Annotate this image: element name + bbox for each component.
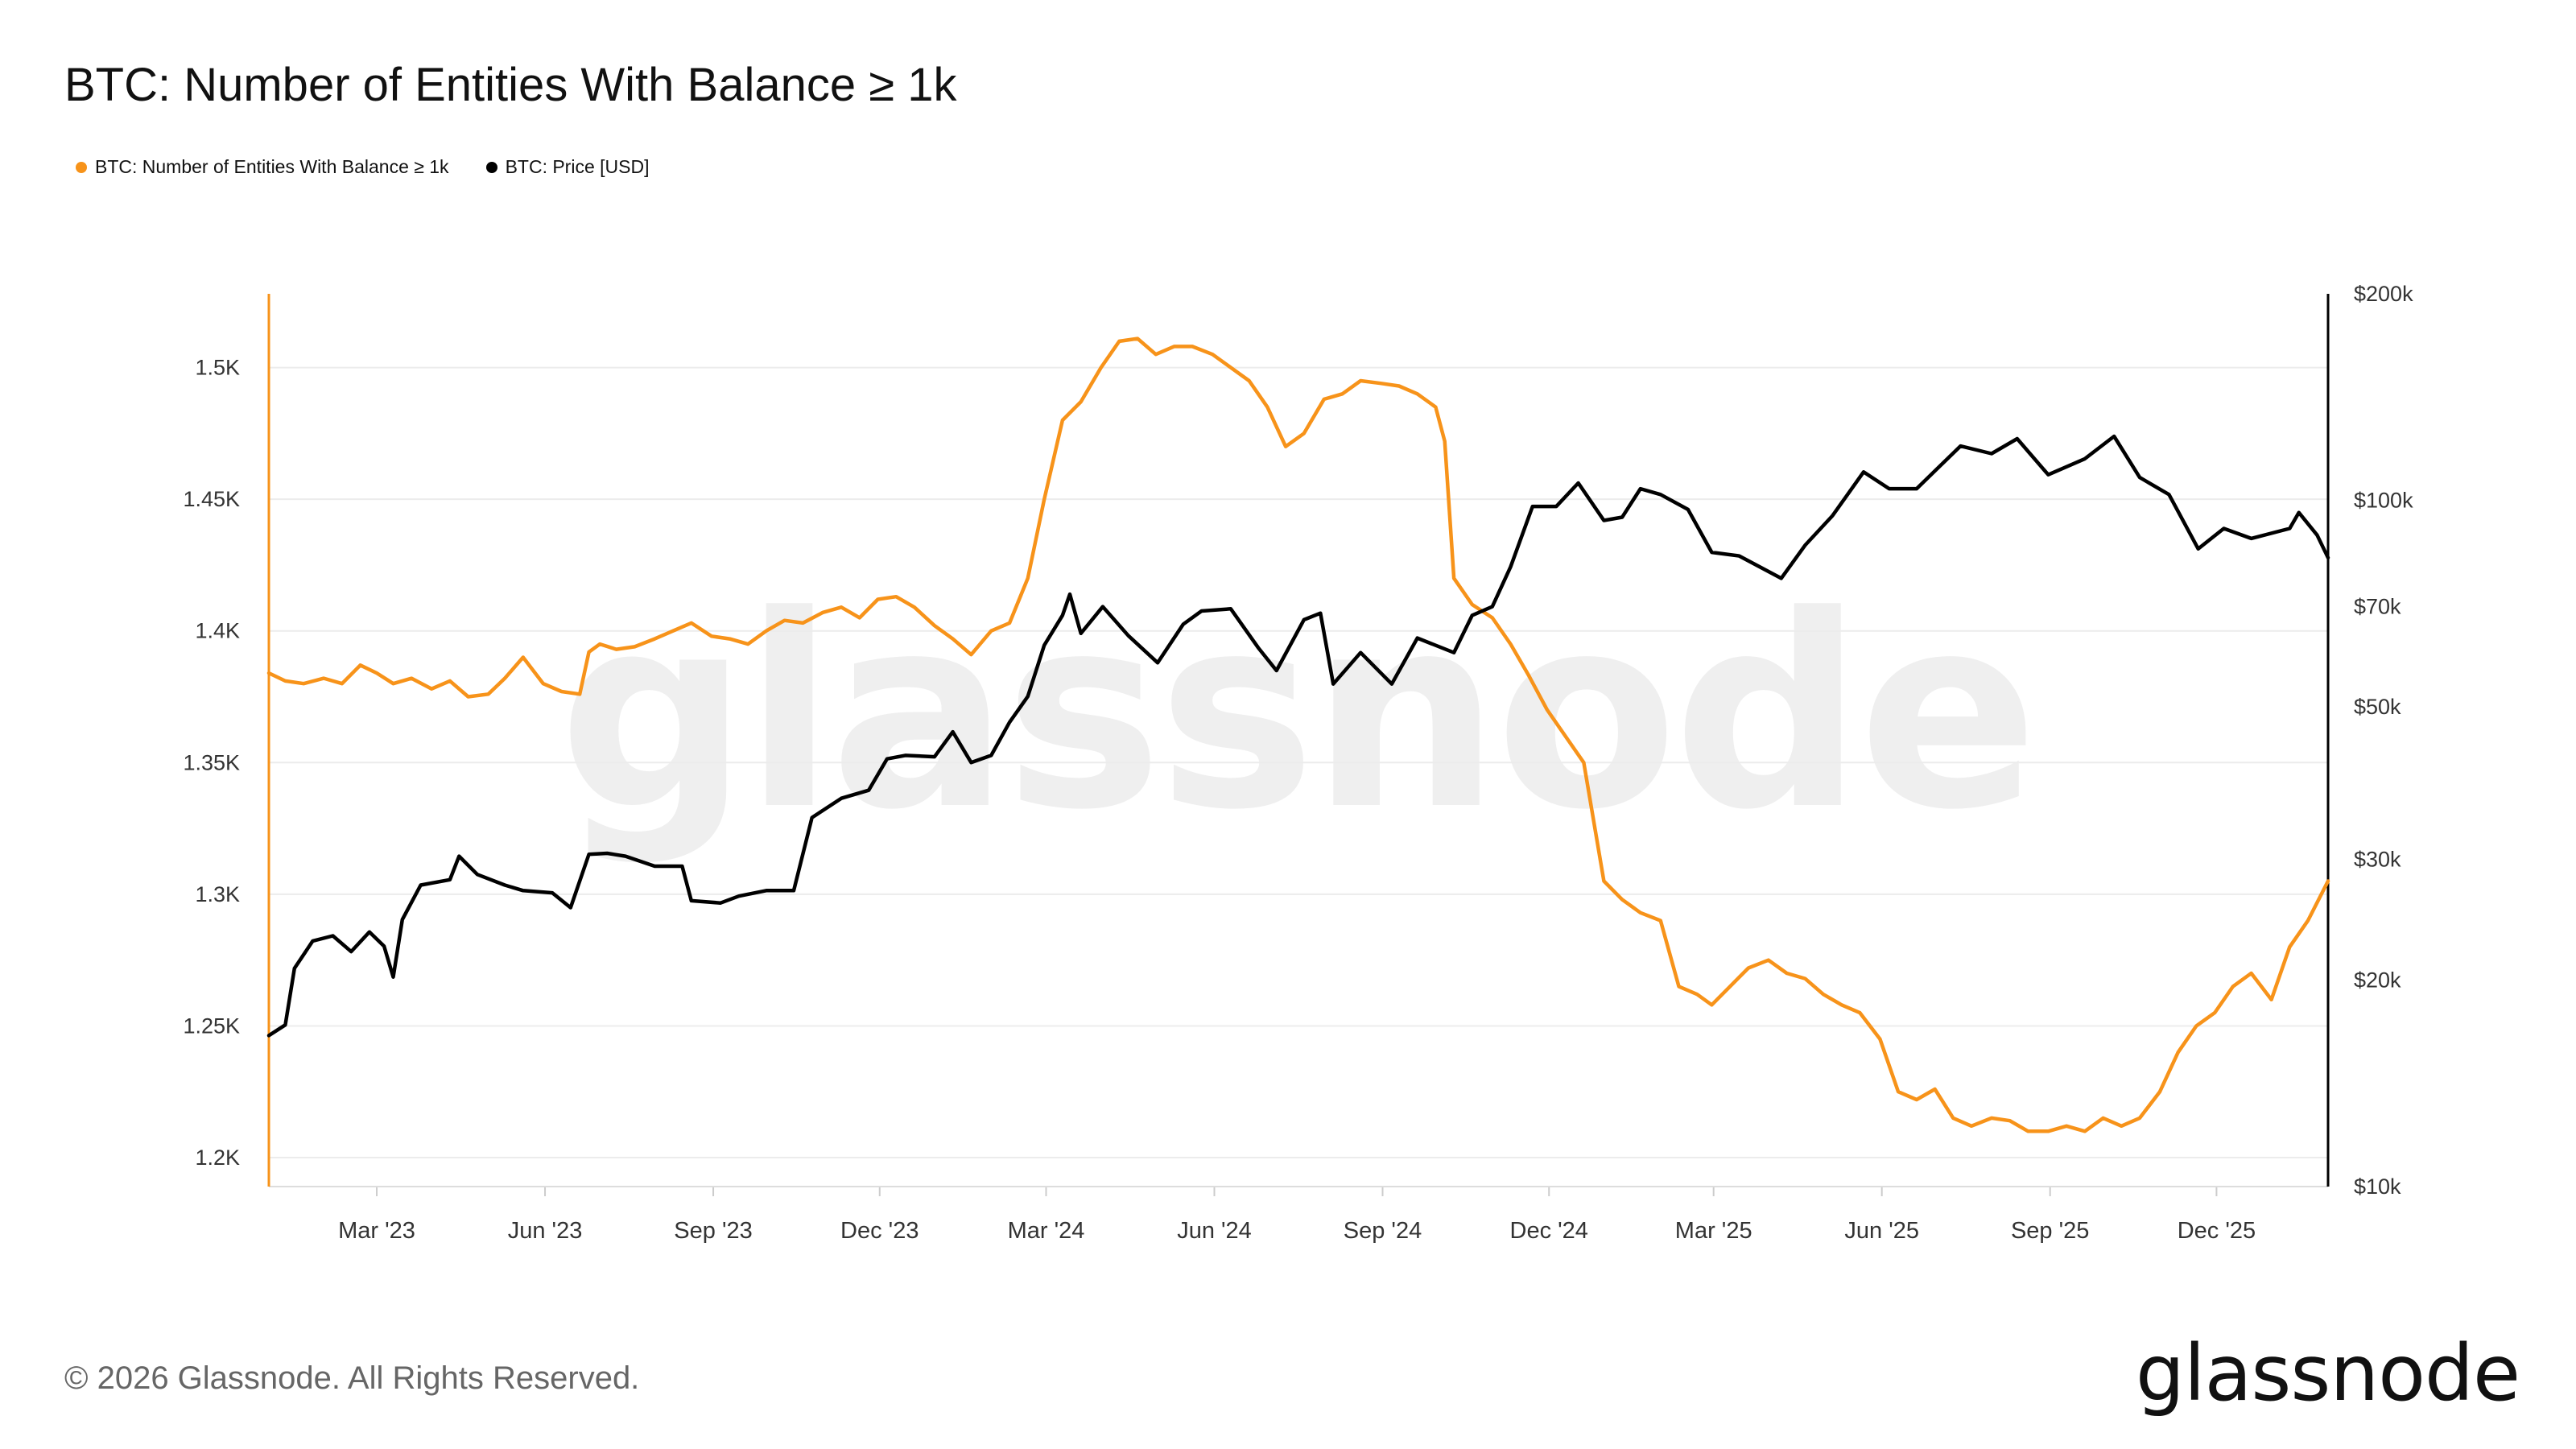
legend-item-price[interactable]: BTC: Price [USD] — [485, 156, 650, 178]
legend: BTC: Number of Entities With Balance ≥ 1… — [76, 156, 686, 178]
axes — [267, 294, 2330, 1196]
right-tick-label: $10k — [2354, 1174, 2401, 1199]
x-tick-label: Sep '25 — [2011, 1218, 2089, 1244]
x-tick-label: Mar '23 — [338, 1218, 415, 1244]
x-tick-label: Dec '25 — [2178, 1218, 2256, 1244]
legend-dot-price — [485, 161, 497, 173]
x-tick-label: Dec '23 — [840, 1218, 919, 1244]
right-tick-label: $30k — [2354, 847, 2401, 871]
entities-line — [266, 336, 2330, 1133]
x-tick-label: Jun '23 — [508, 1218, 583, 1244]
right-tick-label: $100k — [2354, 489, 2413, 513]
right-tick-label: $20k — [2354, 968, 2401, 992]
price-line — [266, 434, 2330, 1038]
x-tick-label: Jun '25 — [1844, 1218, 1919, 1244]
right-tick-label: $70k — [2354, 595, 2401, 619]
x-tick-label: Mar '24 — [1008, 1218, 1085, 1244]
right-tick-label: $200k — [2354, 282, 2413, 306]
right-tick-label: $50k — [2354, 695, 2401, 719]
x-tick-label: Sep '24 — [1344, 1218, 1422, 1244]
left-tick-label: 1.45K — [183, 487, 240, 511]
left-tick-label: 1.2K — [195, 1146, 240, 1170]
x-tick-label: Mar '25 — [1675, 1218, 1752, 1244]
tick-labels: 1.2K 1.25K 1.3K 1.35K 1.4K 1.45K 1.5K $10k $20k $… — [183, 282, 2413, 1244]
legend-label-price: BTC: Price [USD] — [505, 156, 650, 177]
legend-dot-entities — [76, 161, 87, 173]
chart-title: BTC: Number of Entities With Balance ≥ 1… — [64, 59, 957, 111]
watermark: glassnode — [559, 559, 2034, 868]
left-tick-label: 1.3K — [195, 882, 240, 906]
x-tick-label: Dec '24 — [1510, 1218, 1588, 1244]
x-tick-label: Sep '23 — [674, 1218, 752, 1244]
series-lines — [266, 336, 2330, 1133]
legend-label-entities: BTC: Number of Entities With Balance ≥ 1… — [95, 156, 449, 177]
left-tick-label: 1.5K — [195, 356, 240, 380]
left-tick-label: 1.4K — [195, 619, 240, 643]
x-tick-label: Jun '24 — [1177, 1218, 1252, 1244]
left-tick-label: 1.25K — [183, 1013, 240, 1038]
copyright-text: © 2026 Glassnode. All Rights Reserved. — [64, 1360, 640, 1396]
left-tick-label: 1.35K — [183, 750, 240, 774]
grid-lines — [269, 366, 2328, 1159]
legend-item-entities[interactable]: BTC: Number of Entities With Balance ≥ 1… — [76, 156, 449, 178]
brand-logo: glassnode — [2135, 1328, 2520, 1418]
